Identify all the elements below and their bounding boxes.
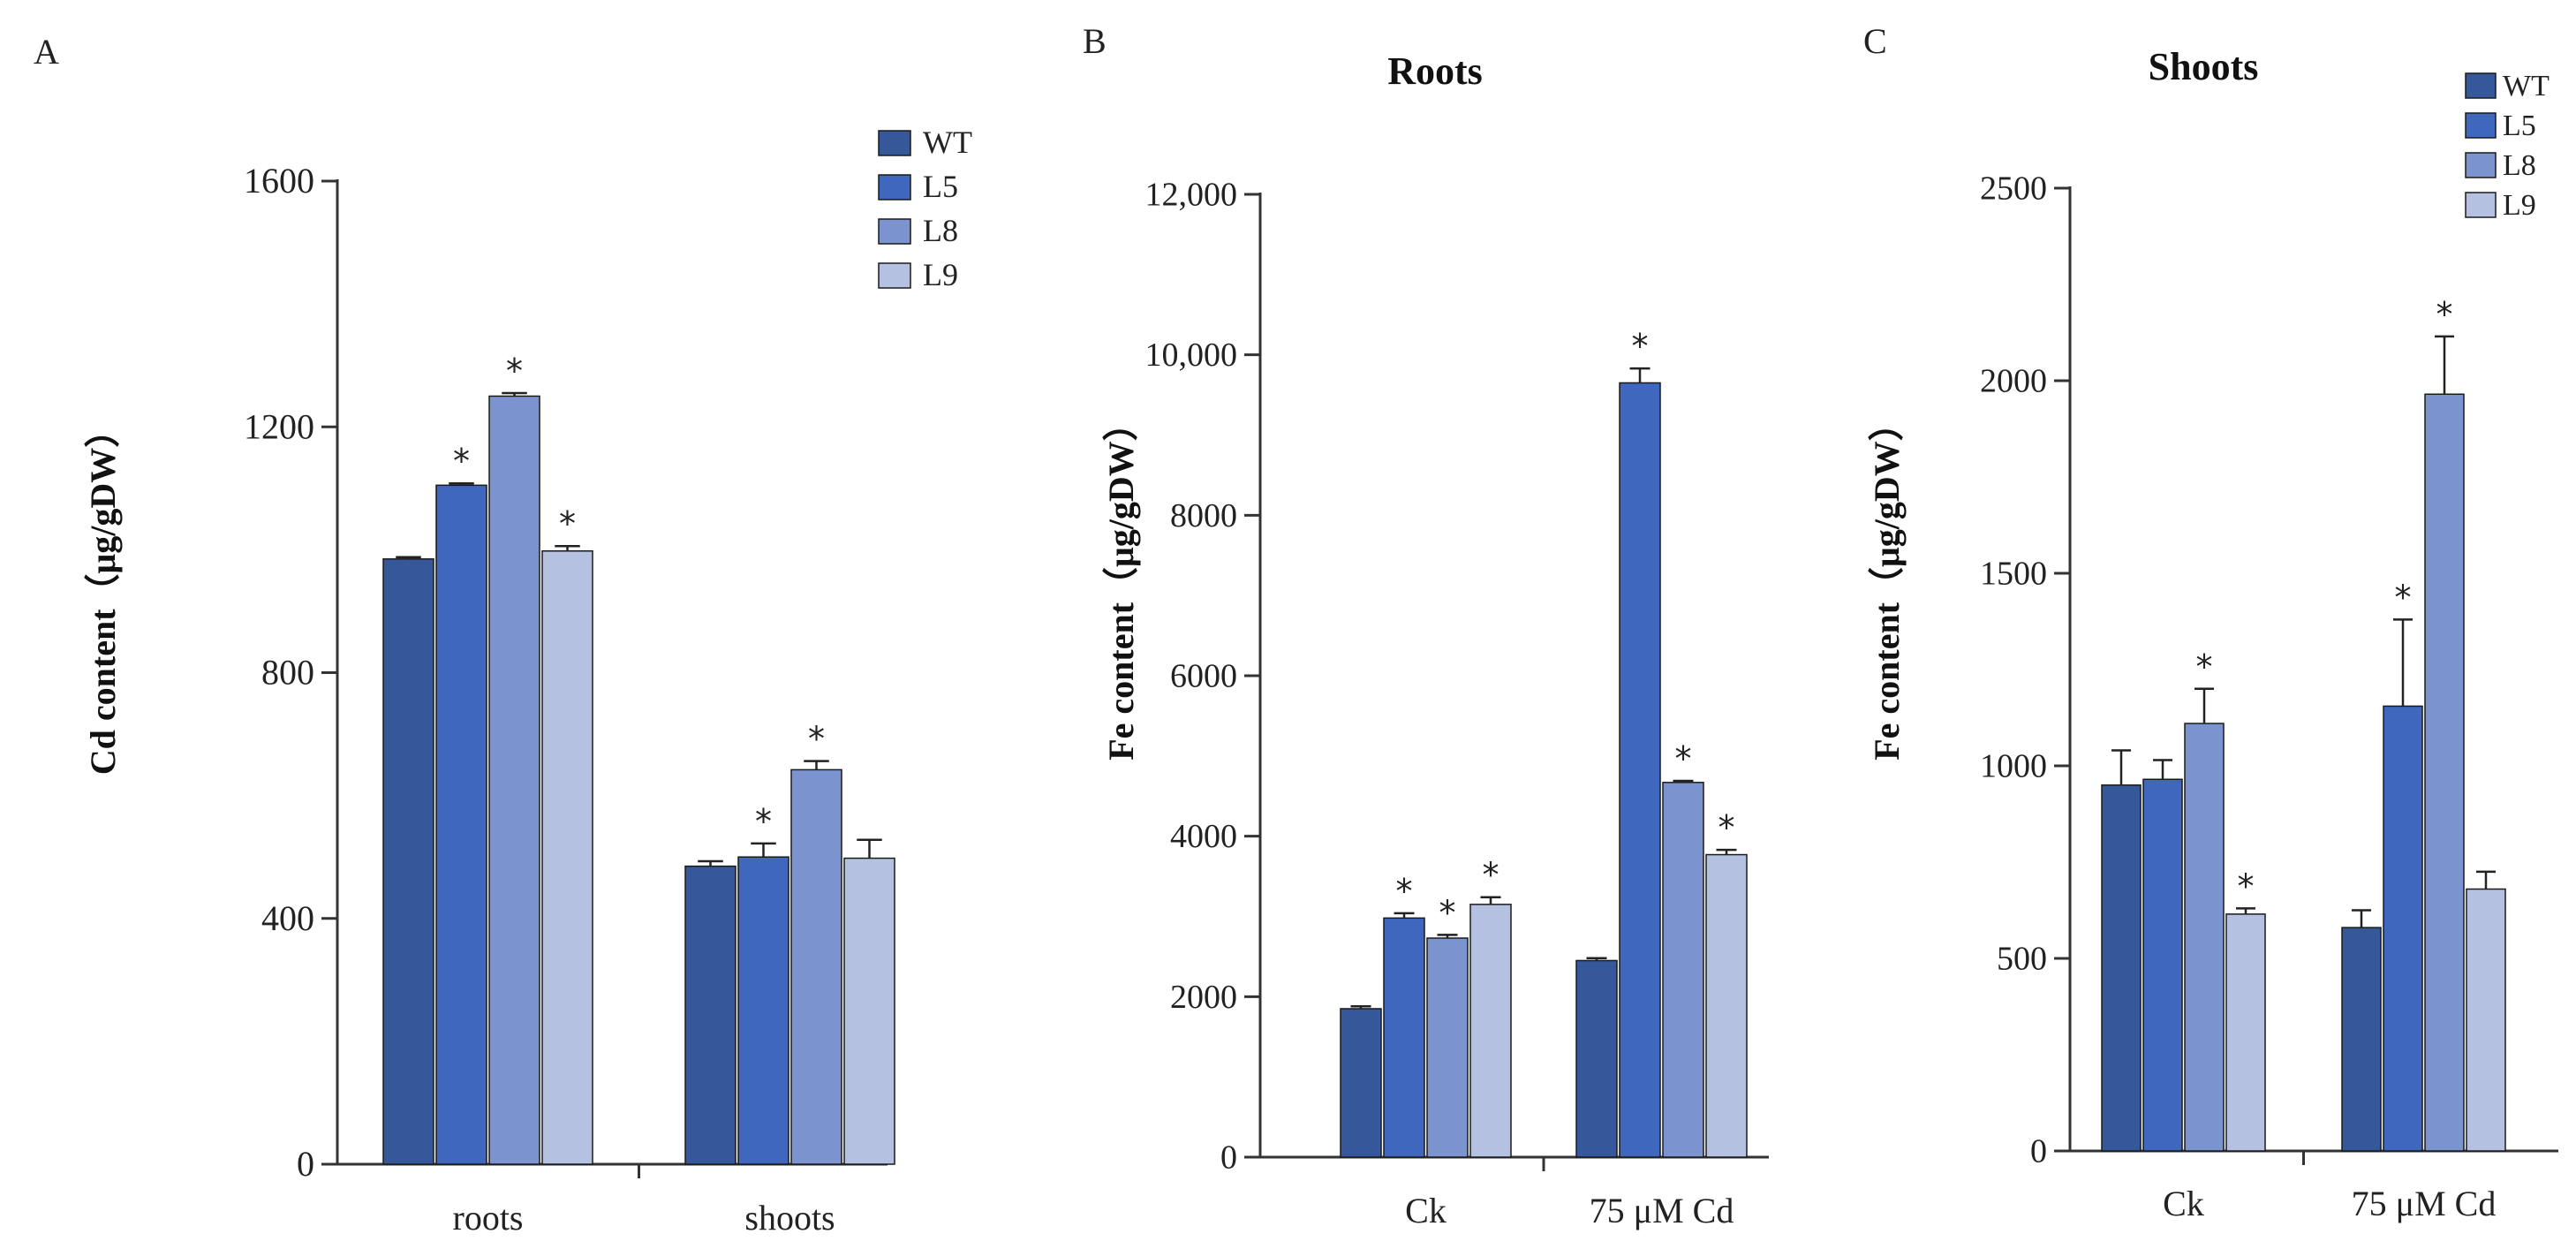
x-tick-label: 75 μM Cd bbox=[1590, 1191, 1734, 1230]
y-tick-label: 500 bbox=[1997, 941, 2047, 978]
x-tick-label: shoots bbox=[744, 1198, 835, 1238]
significance-marker: * bbox=[808, 720, 825, 759]
significance-marker: * bbox=[755, 802, 772, 841]
y-tick-label: 2500 bbox=[1980, 170, 2047, 208]
bar-l8-1 bbox=[2424, 393, 2465, 1152]
legend-swatch-l8 bbox=[2465, 152, 2497, 178]
y-tick-label: 6000 bbox=[1170, 658, 1237, 695]
significance-marker: * bbox=[1396, 872, 1413, 911]
y-tick-label: 8000 bbox=[1170, 497, 1237, 534]
bar-l9-0 bbox=[2225, 913, 2266, 1152]
bar-wt-1 bbox=[684, 865, 737, 1165]
bar-l5-1 bbox=[1619, 382, 1661, 1158]
y-tick-label: 1000 bbox=[1980, 748, 2047, 785]
legend-label-l5: L5 bbox=[2503, 110, 2536, 142]
bar-l8-1 bbox=[1662, 782, 1704, 1158]
significance-marker: * bbox=[506, 352, 523, 390]
y-tick-label: 0 bbox=[2030, 1133, 2047, 1170]
y-tick-label: 1600 bbox=[244, 161, 314, 201]
y-axis-label: Fe content（μg/gDW） bbox=[1867, 405, 1907, 761]
significance-marker: * bbox=[1675, 739, 1692, 778]
y-tick-label: 1200 bbox=[244, 406, 314, 446]
significance-marker: * bbox=[1439, 893, 1456, 932]
legend-label-wt: WT bbox=[2503, 70, 2550, 102]
legend-label-l8: L8 bbox=[2503, 149, 2536, 182]
bar-l9-0 bbox=[1469, 904, 1512, 1158]
legend-swatch-l9 bbox=[878, 262, 911, 289]
y-axis-label: Cd content（μg/gDW） bbox=[83, 413, 123, 775]
significance-marker: * bbox=[1719, 808, 1735, 847]
significance-marker: * bbox=[1632, 327, 1649, 366]
chart-title: Shoots bbox=[2149, 45, 2259, 88]
significance-marker: * bbox=[2196, 647, 2213, 686]
bar-wt-0 bbox=[2101, 784, 2142, 1152]
significance-marker: * bbox=[2395, 578, 2412, 617]
legend: WT L5 L8 L9 bbox=[2465, 70, 2550, 222]
significance-marker: * bbox=[2238, 867, 2255, 905]
x-tick-label: roots bbox=[453, 1198, 524, 1238]
chart-panel-a: A 0 400 800 1200 1600 Cd content（μg/gDW） * * * * * r… bbox=[34, 32, 972, 1238]
legend-swatch-l9 bbox=[2465, 192, 2497, 218]
legend: WT L5 L8 L9 bbox=[878, 125, 972, 292]
bar-l5-0 bbox=[2142, 778, 2183, 1152]
legend-label-l5: L5 bbox=[923, 169, 958, 204]
legend-swatch-l8 bbox=[878, 218, 911, 245]
bar-wt-0 bbox=[382, 558, 434, 1165]
bar-l8-0 bbox=[488, 395, 540, 1165]
bar-l8-0 bbox=[1426, 937, 1469, 1158]
y-tick-label: 800 bbox=[261, 653, 314, 693]
panel-label: C bbox=[1863, 21, 1887, 61]
significance-marker: * bbox=[559, 504, 576, 543]
chart-panel-c: C Shoots 0 500 1000 1500 2000 2500 Fe content（μg… bbox=[1863, 21, 2558, 1223]
y-tick-label: 10,000 bbox=[1145, 337, 1238, 374]
y-tick-label: 0 bbox=[297, 1144, 314, 1184]
legend-swatch-wt bbox=[878, 130, 911, 156]
significance-marker: * bbox=[453, 442, 470, 481]
x-tick-label: Ck bbox=[2163, 1184, 2204, 1223]
chart-panel-b: B Roots 0 2000 4000 6000 8000 10,000 12,000 Fe co… bbox=[1083, 21, 1769, 1230]
y-tick-label: 2000 bbox=[1980, 363, 2047, 400]
y-tick-label: 12,000 bbox=[1145, 177, 1238, 214]
panel-label: B bbox=[1083, 21, 1107, 61]
bar-l8-0 bbox=[2184, 723, 2225, 1152]
panel-label: A bbox=[34, 32, 59, 72]
y-tick-label: 2000 bbox=[1170, 979, 1237, 1016]
legend-swatch-l5 bbox=[2465, 112, 2497, 139]
bar-l9-1 bbox=[843, 857, 895, 1165]
legend-label-l8: L8 bbox=[923, 213, 958, 248]
chart-title: Roots bbox=[1387, 49, 1483, 93]
x-tick-label: 75 μM Cd bbox=[2352, 1184, 2497, 1223]
y-tick-label: 400 bbox=[261, 898, 314, 938]
y-tick-label: 0 bbox=[1220, 1139, 1237, 1177]
bar-l9-1 bbox=[2466, 888, 2506, 1152]
bar-wt-0 bbox=[1340, 1008, 1382, 1158]
significance-marker: * bbox=[2436, 295, 2453, 334]
legend-label-l9: L9 bbox=[923, 257, 958, 292]
legend-label-l9: L9 bbox=[2503, 189, 2536, 222]
bar-l5-0 bbox=[435, 484, 487, 1165]
x-tick-label: Ck bbox=[1405, 1191, 1447, 1230]
legend-swatch-l5 bbox=[878, 174, 911, 201]
y-tick-label: 4000 bbox=[1170, 818, 1237, 855]
legend-label-wt: WT bbox=[923, 125, 972, 160]
bar-l9-0 bbox=[541, 550, 593, 1165]
legend-swatch-wt bbox=[2465, 72, 2497, 99]
bar-l9-1 bbox=[1705, 853, 1748, 1158]
bar-l5-1 bbox=[737, 856, 789, 1165]
bar-wt-1 bbox=[2341, 927, 2382, 1152]
y-tick-label: 1500 bbox=[1980, 556, 2047, 593]
bar-l5-0 bbox=[1383, 917, 1425, 1158]
bar-l5-1 bbox=[2383, 705, 2423, 1152]
bar-l8-1 bbox=[790, 768, 842, 1165]
bar-wt-1 bbox=[1575, 959, 1618, 1158]
y-axis-label: Fe content（μg/gDW） bbox=[1101, 405, 1141, 761]
significance-marker: * bbox=[1483, 856, 1500, 895]
